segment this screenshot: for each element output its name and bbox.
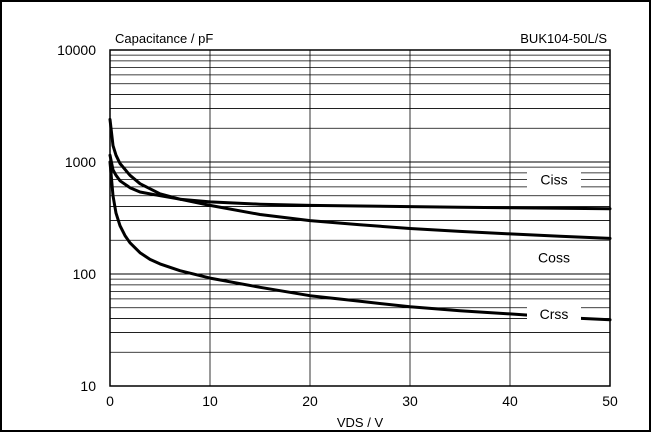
series-line-crss bbox=[108, 160, 612, 322]
series-label-ciss: Ciss bbox=[540, 171, 567, 187]
x-tick-label: 0 bbox=[106, 393, 114, 409]
series-label-box bbox=[527, 302, 581, 325]
series-labels: Ciss Coss Crss bbox=[527, 168, 581, 325]
series-label-crss: Crss bbox=[540, 306, 569, 322]
part-number-label: BUK104-50L/S bbox=[520, 31, 607, 46]
x-tick-label: 50 bbox=[602, 393, 618, 409]
chart-title: Capacitance / pF bbox=[115, 31, 213, 46]
y-tick-label: 1000 bbox=[65, 154, 96, 170]
y-tick-label: 10000 bbox=[57, 42, 96, 58]
y-tick-label: 100 bbox=[73, 266, 97, 282]
series-lines bbox=[108, 117, 612, 322]
tick-labels: 0 10 20 30 40 50 10 100 1000 10000 bbox=[57, 42, 618, 409]
series-label-coss: Coss bbox=[538, 250, 570, 266]
series-line-ciss bbox=[108, 153, 612, 211]
series-label-box bbox=[527, 246, 581, 269]
x-tick-label: 40 bbox=[502, 393, 518, 409]
series-line-coss bbox=[108, 117, 612, 240]
x-tick-label: 30 bbox=[402, 393, 418, 409]
grid bbox=[109, 50, 611, 386]
x-tick-label: 20 bbox=[302, 393, 318, 409]
y-tick-label: 10 bbox=[80, 378, 96, 394]
series-label-box bbox=[527, 168, 581, 191]
plot-area-border bbox=[109, 49, 611, 387]
x-tick-label: 10 bbox=[202, 393, 218, 409]
x-axis-label: VDS / V bbox=[337, 415, 384, 430]
